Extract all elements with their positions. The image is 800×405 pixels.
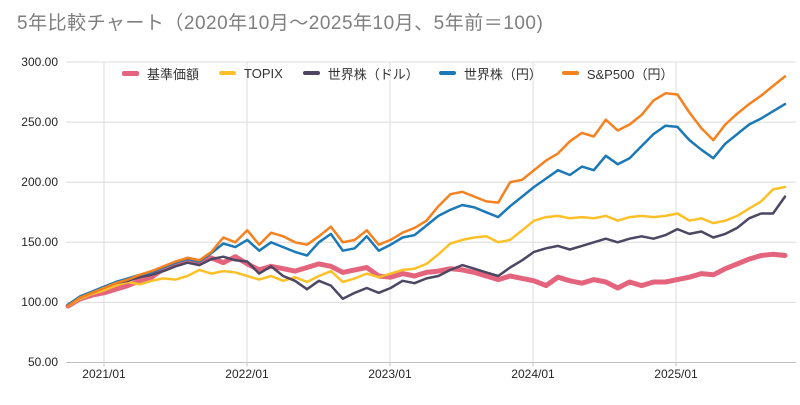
- legend-label: TOPIX: [244, 65, 283, 81]
- legend-item-sp500-jpy[interactable]: S&P500（円）: [561, 64, 674, 83]
- x-axis-label: 2023/01: [368, 367, 412, 381]
- world-jpy-line-swatch-icon: [438, 71, 456, 75]
- legend-label: 世界株（ドル）: [327, 66, 419, 82]
- series-line-TOPIX: [66, 185, 787, 308]
- legend-item-world-jpy[interactable]: 世界株（円）: [438, 64, 542, 83]
- x-axis-label: 2024/01: [511, 367, 555, 381]
- series-line-S&P500（円）: [66, 75, 787, 308]
- y-axis-label: 300.00: [21, 55, 58, 69]
- x-axis-label: 2022/01: [225, 367, 269, 381]
- legend-item-world-usd[interactable]: 世界株（ドル）: [302, 64, 419, 83]
- legend-item-topix[interactable]: TOPIX: [219, 66, 283, 81]
- series-line-世界株（ドル）: [66, 195, 787, 307]
- y-axis-label: 200.00: [21, 175, 58, 189]
- legend-item-fund[interactable]: 基準価額: [122, 64, 199, 83]
- legend-label: 世界株（円）: [463, 66, 542, 82]
- legend-label: 基準価額: [147, 66, 200, 82]
- x-axis-label: 2025/01: [654, 367, 698, 381]
- fund-line-swatch-icon: [122, 70, 139, 76]
- y-axis-label: 50.00: [27, 355, 58, 369]
- sp500-jpy-line-swatch-icon: [561, 71, 579, 75]
- world-usd-line-swatch-icon: [302, 71, 320, 75]
- topix-line-swatch-icon: [219, 71, 237, 75]
- chart-legend: 基準価額 TOPIX 世界株（ドル） 世界株（円） S&P500（円）: [122, 62, 674, 84]
- y-axis-label: 150.00: [21, 235, 58, 249]
- chart-title: 5年比較チャート（2020年10月〜2025年10月、5年前＝100): [17, 13, 544, 34]
- y-axis-label: 250.00: [21, 115, 58, 129]
- legend-label: S&P500（円）: [586, 66, 674, 82]
- y-axis-label: 100.00: [21, 295, 58, 309]
- x-axis-label: 2021/01: [82, 367, 126, 381]
